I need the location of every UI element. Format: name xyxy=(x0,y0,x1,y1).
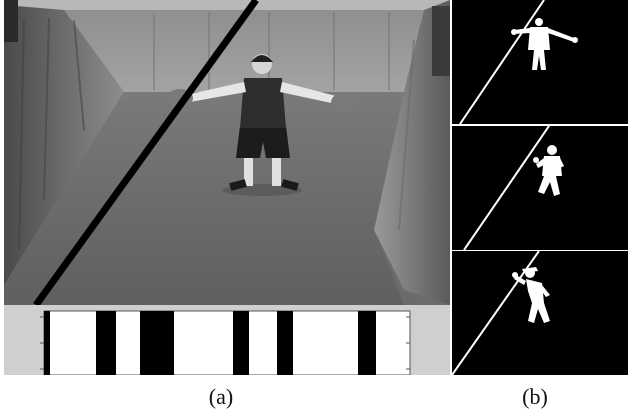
curtain-folds-right xyxy=(398,19,433,291)
barcode-bar xyxy=(233,311,249,375)
floor xyxy=(4,92,404,305)
barcode-bar xyxy=(44,311,50,375)
barcode-strip xyxy=(4,305,450,375)
barcode-bar xyxy=(140,311,174,375)
camera-frame-panel xyxy=(4,0,450,305)
barcode-graphic xyxy=(4,305,450,375)
silhouette-thumb xyxy=(452,0,628,124)
barcode-bar xyxy=(277,311,293,375)
silhouette-graphic xyxy=(459,0,578,124)
caption-b: (b) xyxy=(522,384,548,409)
camera-scene xyxy=(4,0,450,305)
corner-object-right xyxy=(432,6,450,76)
boxer-figure xyxy=(167,54,357,196)
corner-object-left xyxy=(4,0,18,42)
left-wall xyxy=(4,5,124,285)
curtain-folds-back xyxy=(153,12,390,90)
barcode-bar xyxy=(358,311,376,375)
diagonal-line xyxy=(33,0,259,305)
silhouette-panel xyxy=(452,0,628,376)
barcode-bar xyxy=(96,311,116,375)
caption-a: (a) xyxy=(208,384,234,409)
silhouette-thumb xyxy=(452,126,628,250)
curtain-folds-left xyxy=(18,17,85,251)
silhouette-graphic xyxy=(463,126,564,250)
silhouette-graphic xyxy=(452,251,550,375)
silhouette-thumb xyxy=(452,251,628,375)
